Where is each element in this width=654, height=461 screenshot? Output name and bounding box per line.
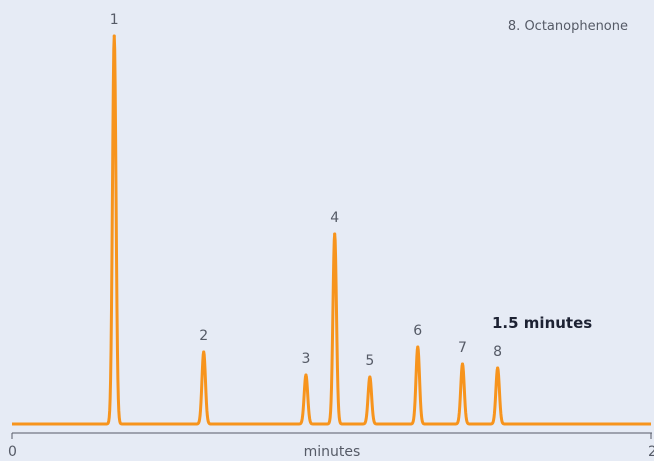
peak-1-apex	[112, 34, 116, 38]
peak-8-apex	[496, 366, 500, 370]
x-tick-label-start: 0	[8, 444, 17, 460]
x-axis-label: minutes	[304, 444, 361, 460]
x-tick-label-end: 2	[648, 444, 654, 460]
peak-label-6: 6	[413, 323, 422, 339]
peak-5-apex	[368, 375, 372, 379]
peak-label-7: 7	[458, 340, 467, 356]
peak-7-apex	[460, 362, 464, 366]
peak-2-apex	[202, 350, 206, 354]
peak-label-1: 1	[110, 12, 119, 28]
chromatogram-trace	[10, 34, 653, 426]
peak-label-3: 3	[301, 351, 310, 367]
peak-label-8: 8	[493, 344, 502, 360]
time-callout: 1.5 minutes	[492, 314, 592, 332]
peak-label-4: 4	[330, 210, 339, 226]
peak-label-2: 2	[199, 328, 208, 344]
trace-layer	[10, 34, 653, 426]
peak-3-apex	[304, 373, 308, 377]
peak-6-apex	[416, 345, 420, 349]
legend-entry: 8. Octanophenone	[508, 19, 628, 34]
peak-label-layer: 1 2 3 4 5 6 7 8	[110, 12, 502, 369]
peak-4-apex	[333, 232, 337, 236]
peak-label-5: 5	[365, 353, 374, 369]
